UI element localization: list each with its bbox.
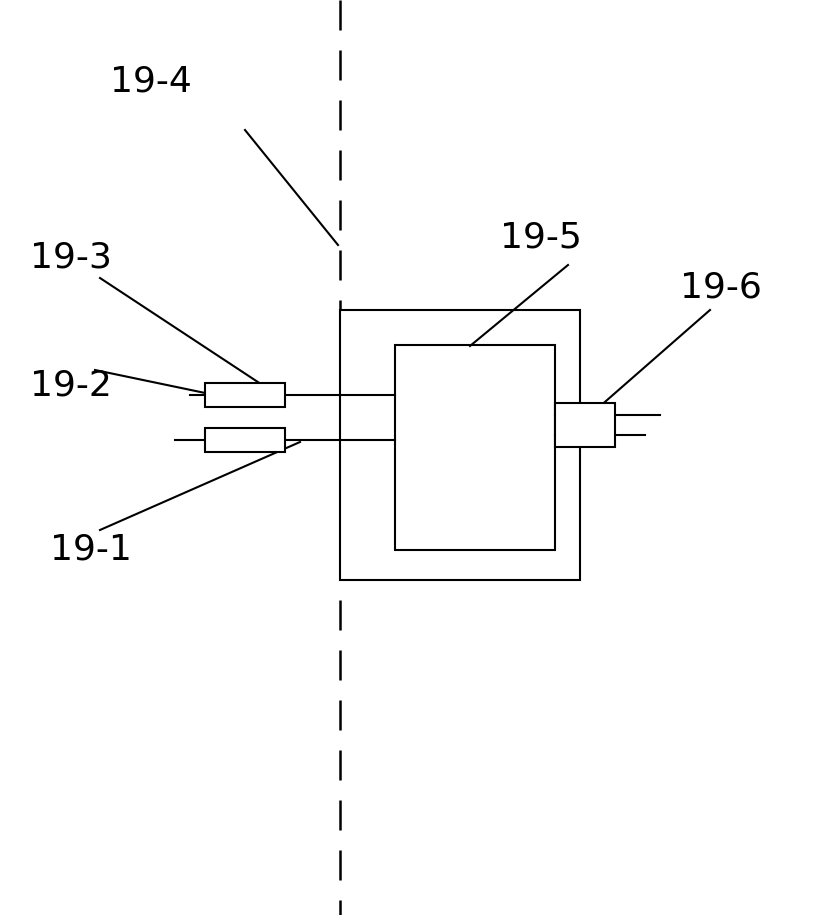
Bar [205,428,285,452]
Text: 19-5: 19-5 [500,220,582,254]
Text: 19-3: 19-3 [30,240,112,274]
Text: 19-2: 19-2 [30,368,112,402]
Text: 19-6: 19-6 [680,270,762,304]
Bar [205,383,285,407]
Bar [340,310,580,580]
Bar [395,345,555,550]
Text: 19-1: 19-1 [50,532,132,566]
Bar [555,403,615,447]
Text: 19-4: 19-4 [110,65,192,99]
